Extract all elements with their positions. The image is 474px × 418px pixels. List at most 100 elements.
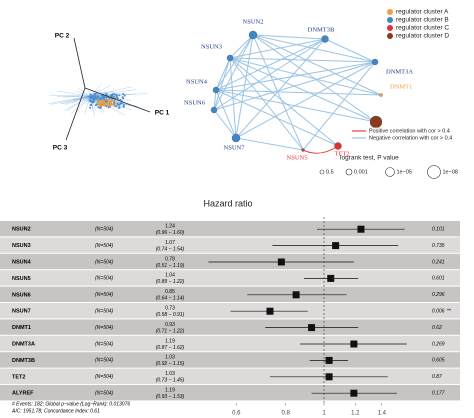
pca-axis [65,87,86,141]
node-label: NSUN2 [243,18,264,25]
row-name: NSUN4 [12,259,32,265]
network-node [334,142,342,150]
pca-point [122,93,125,96]
network-edge [235,137,304,151]
pca-point [112,103,115,106]
row-hr: 1.03 [165,355,175,361]
row-ci: (0.73 − 1.45) [156,378,185,384]
size-label: 0.5 [326,169,334,175]
pca-point [113,93,116,96]
size-swatch [427,165,441,179]
row-p: 0.269 [432,341,445,347]
row-n: (N=504) [95,259,114,265]
pca-point [107,106,110,109]
row-n: (N=504) [95,391,114,397]
row-ci: (0.87 − 1.62) [156,345,185,351]
pca-spike [49,94,91,97]
node-label: ALYREF [369,126,382,130]
network-node [212,86,220,94]
node-label: DNMT3A [386,68,413,75]
x-tick-label: 0.8 [282,411,291,417]
row-p: 0.006 [432,309,445,315]
pca-point [103,104,106,107]
row-band [0,270,460,286]
row-p: 0.296 [432,292,445,298]
network-edge [252,34,376,63]
node-label: NSUN5 [287,154,308,161]
network-edge [229,57,377,123]
network-edge [252,34,382,96]
row-n: (N=504) [95,341,114,347]
pca-point [102,101,105,104]
row-hr: 1.07 [165,240,175,246]
node-label: NSUN4 [186,78,208,85]
legend-label: regulator cluster D [396,33,449,40]
pca-spike [89,88,101,97]
row-band [0,237,460,253]
network-edge [229,57,382,96]
pca-point [99,104,103,107]
row-band [0,335,460,352]
row-n: (N=504) [95,276,114,282]
row-band [0,253,460,270]
pca-spike [84,95,91,115]
hr-square [350,389,358,397]
row-name: NSUN2 [12,227,31,233]
network-node [248,30,258,40]
hr-square [308,324,316,332]
network-node [321,35,329,43]
node-label: NSUN3 [201,43,222,50]
pca-point [118,106,121,109]
x-tick-label: 1.2 [351,411,360,417]
row-name: DNMT3B [12,358,35,364]
pca-point [122,97,125,100]
pca-point [107,104,110,107]
pca-point [97,95,100,98]
row-hr: 0.78 [165,256,175,262]
pca-point [97,106,100,109]
pca-spike [48,95,91,104]
pca-point [99,102,102,105]
legend-label: regulator cluster B [396,17,449,24]
row-ci: (0.89 − 1.22) [156,279,185,285]
network-edge [229,57,339,147]
row-band [0,286,460,302]
pca-point [93,97,96,100]
pca-spike [66,95,91,111]
row-ci: (0.92 − 1.15) [156,361,185,367]
pca-point [111,93,114,96]
row-band [0,368,460,384]
network-edge [215,89,382,96]
network-edge [215,89,237,139]
hr-square [357,225,365,233]
network-edge [235,34,254,139]
row-band [0,385,460,401]
pca-point [90,100,93,103]
network-edge [302,61,376,151]
row-n: (N=504) [95,358,114,364]
row-name: NSUN3 [12,243,31,249]
node-label: NSUN6 [184,99,206,106]
pca-point [89,93,92,96]
network-edge [213,34,254,111]
legend-swatch [387,17,393,23]
row-name: DNMT1 [12,325,31,331]
pca-point [90,104,93,107]
row-n: (N=504) [95,227,114,233]
network-edge [229,38,326,59]
pca-point [115,94,118,97]
pca-point [110,103,113,106]
pca-point [100,97,103,100]
pca-point [113,95,116,98]
hr-square [292,291,300,299]
footnote: AIC: 1951.78; Concordance Index: 0.61 [11,408,100,414]
network-edge [252,34,326,40]
row-n: (N=504) [95,243,114,249]
legend-swatch [387,33,393,39]
pca-axis-label: PC 2 [55,33,70,40]
network-node [371,58,379,66]
pca-spike [75,95,91,114]
row-p: 0.177 [432,391,445,397]
